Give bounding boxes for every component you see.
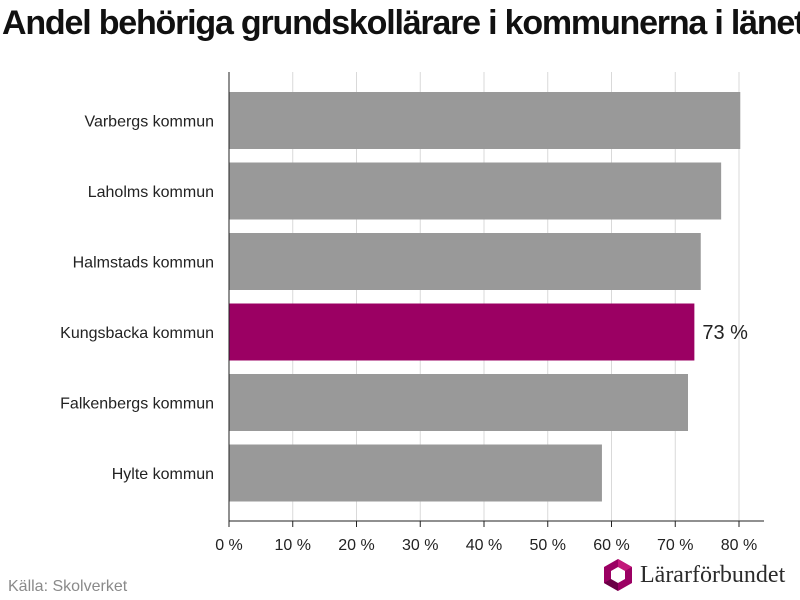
data-label: 73 %	[702, 322, 748, 344]
x-tick-label: 0 %	[215, 537, 243, 554]
x-tick-label: 10 %	[275, 537, 311, 554]
x-tick-label: 40 %	[466, 537, 502, 554]
category-label: Kungsbacka kommun	[60, 325, 214, 342]
source-note: Källa: Skolverket	[8, 578, 128, 595]
category-label: Halmstads kommun	[73, 255, 214, 272]
x-tick-label: 80 %	[721, 537, 757, 554]
x-axis: 0 % 10 % 20 % 30 % 40 % 50 % 60 % 70 % 80 %	[215, 72, 764, 554]
bar	[229, 162, 722, 220]
x-tick-label: 20 %	[338, 537, 374, 554]
brand-name: Lärarförbundet	[640, 561, 786, 588]
x-tick-label: 60 %	[593, 537, 629, 554]
brand: Lärarförbundet	[602, 558, 785, 592]
category-label: Falkenbergs kommun	[60, 396, 214, 413]
bar	[229, 444, 602, 502]
category-label: Hylte kommun	[112, 466, 214, 483]
bars	[229, 92, 741, 502]
bar	[229, 233, 701, 290]
category-label: Varbergs kommun	[84, 114, 214, 131]
bar	[229, 374, 688, 431]
x-tick-label: 50 %	[530, 537, 566, 554]
bar	[229, 92, 741, 149]
x-tick-label: 30 %	[402, 537, 438, 554]
bar	[229, 303, 695, 361]
page-title: Andel behöriga grundskollärare i kommune…	[2, 4, 800, 42]
category-label: Laholms kommun	[88, 184, 214, 201]
data-labels: 73 %	[702, 322, 748, 344]
category-labels: Varbergs kommun Laholms kommun Halmstads k…	[60, 114, 214, 484]
x-tick-label: 70 %	[657, 537, 693, 554]
lararforbundet-logo-icon	[604, 559, 632, 591]
